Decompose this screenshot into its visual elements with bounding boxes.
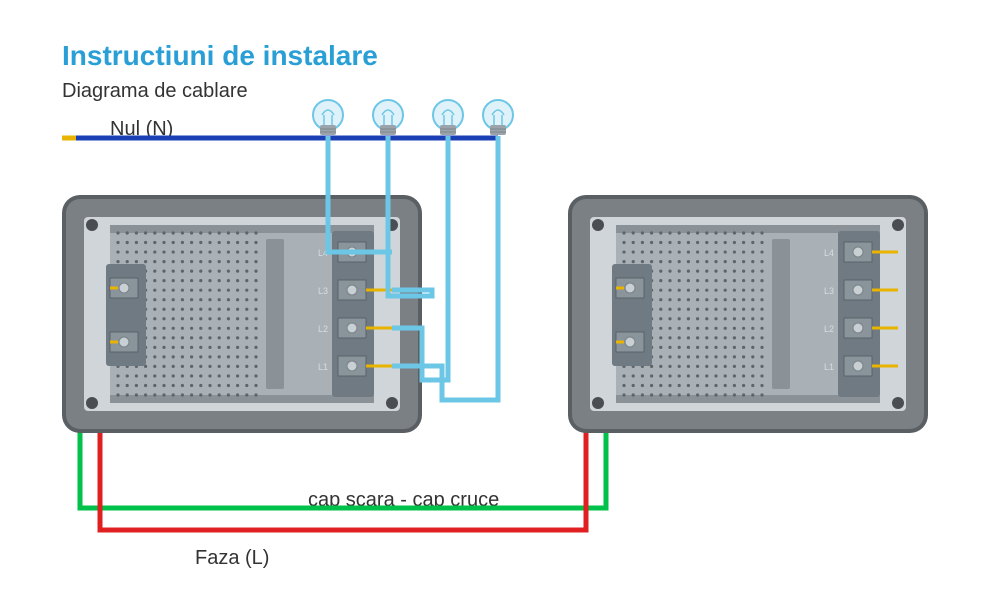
svg-text:L2: L2 bbox=[824, 324, 834, 334]
svg-text:L2: L2 bbox=[318, 324, 328, 334]
svg-text:L1: L1 bbox=[824, 362, 834, 372]
svg-text:L3: L3 bbox=[824, 286, 834, 296]
svg-text:L3: L3 bbox=[318, 286, 328, 296]
wiring-diagram: L4L3L2L1L4L3L2L1 bbox=[0, 0, 1000, 593]
svg-text:L4: L4 bbox=[824, 248, 834, 258]
svg-text:L1: L1 bbox=[318, 362, 328, 372]
